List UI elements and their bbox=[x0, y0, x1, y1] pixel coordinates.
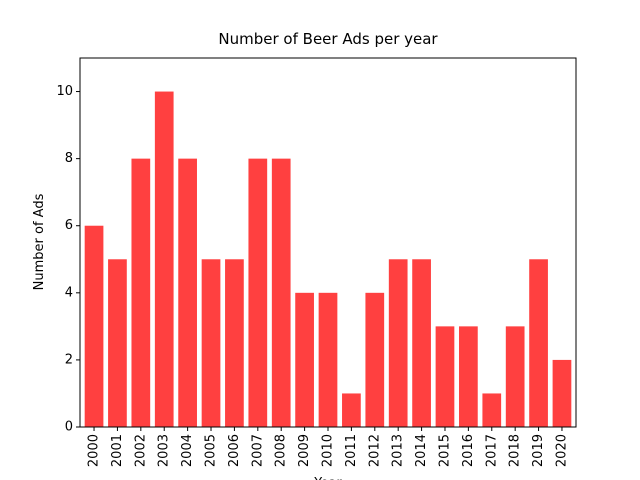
bar bbox=[505, 326, 525, 427]
plot-frame bbox=[79, 57, 577, 428]
x-tick-label: 2015 bbox=[437, 434, 452, 467]
x-tick-label: 2002 bbox=[133, 434, 148, 467]
bar bbox=[529, 259, 548, 427]
chart-title: Number of Beer Ads per year bbox=[218, 30, 438, 48]
x-tick-label: 2001 bbox=[110, 434, 125, 467]
y-axis-label: Number of Ads bbox=[32, 193, 47, 290]
bar bbox=[365, 292, 385, 427]
x-tick-label: 2014 bbox=[414, 434, 429, 467]
x-tick-label: 2009 bbox=[297, 434, 312, 467]
x-tick-label: 2003 bbox=[157, 434, 172, 467]
y-tick-label: 10 bbox=[56, 84, 73, 99]
bar bbox=[271, 158, 291, 428]
x-tick-label: 2018 bbox=[508, 434, 523, 467]
x-tick-label: 2000 bbox=[87, 434, 102, 467]
bar bbox=[318, 292, 338, 427]
bar bbox=[552, 359, 572, 427]
x-tick-label: 2017 bbox=[484, 434, 499, 467]
x-tick-label: 2005 bbox=[204, 434, 219, 467]
bar bbox=[412, 259, 431, 427]
x-tick-label: 2013 bbox=[391, 434, 406, 467]
bar bbox=[108, 259, 127, 427]
bar bbox=[225, 259, 244, 427]
bar bbox=[482, 393, 502, 427]
x-tick-label: 2019 bbox=[531, 434, 546, 467]
x-tick-label: 2006 bbox=[227, 434, 242, 467]
x-tick-label: 2004 bbox=[180, 434, 195, 467]
x-tick-label: 2008 bbox=[274, 434, 289, 467]
x-tick-label: 2010 bbox=[321, 434, 336, 467]
y-tick-label: 0 bbox=[65, 420, 73, 435]
bar bbox=[178, 158, 197, 428]
x-tick-label: 2011 bbox=[344, 434, 359, 467]
bar bbox=[248, 158, 268, 428]
x-axis-label: Year bbox=[313, 476, 342, 480]
bar bbox=[131, 158, 151, 428]
bar bbox=[388, 259, 408, 427]
y-tick-label: 4 bbox=[65, 285, 73, 300]
bar bbox=[435, 326, 455, 427]
bar bbox=[154, 91, 174, 427]
bar bbox=[295, 292, 314, 427]
x-tick-label: 2012 bbox=[367, 434, 382, 467]
y-tick-label: 6 bbox=[65, 218, 73, 233]
y-tick-label: 8 bbox=[65, 151, 73, 166]
x-tick-label: 2016 bbox=[461, 434, 476, 467]
bar bbox=[84, 225, 104, 427]
bar bbox=[201, 259, 221, 427]
y-tick-label: 2 bbox=[65, 352, 73, 367]
bar bbox=[342, 393, 361, 427]
bar bbox=[459, 326, 478, 427]
x-tick-label: 2020 bbox=[554, 434, 569, 467]
x-tick-label: 2007 bbox=[250, 434, 265, 467]
